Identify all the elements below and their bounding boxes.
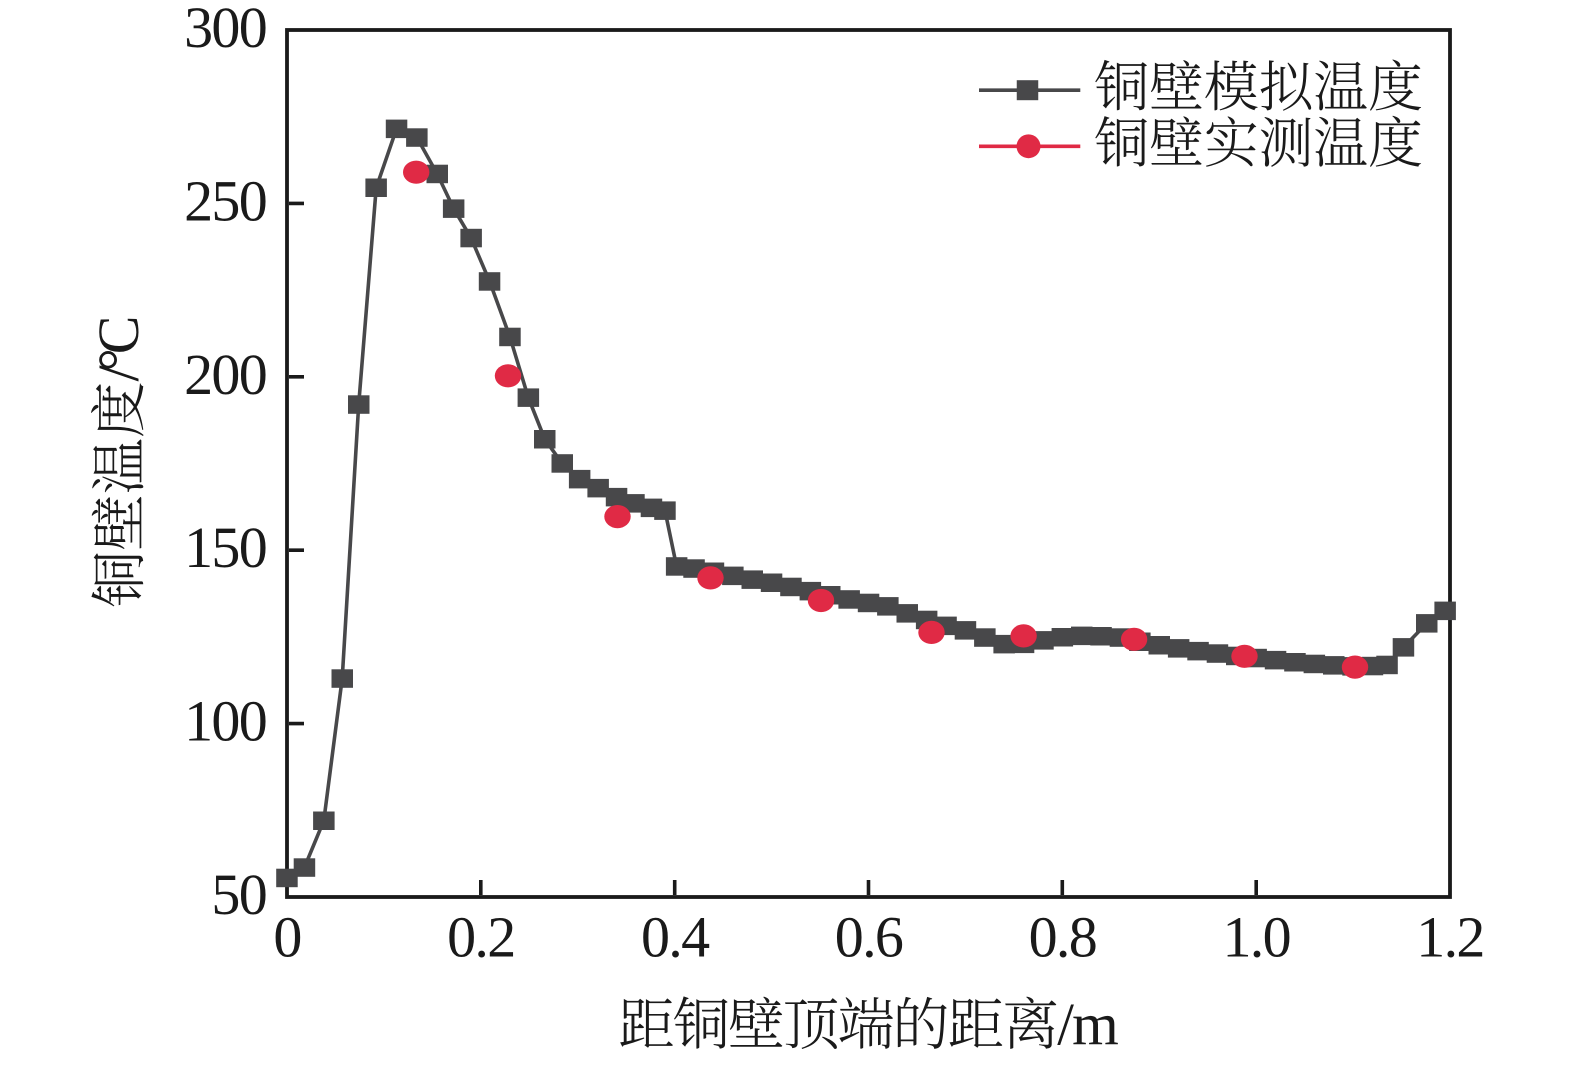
- svg-text:50: 50: [211, 862, 266, 927]
- svg-text:250: 250: [184, 168, 266, 233]
- svg-text:1.0: 1.0: [1222, 905, 1289, 970]
- svg-text:0.8: 0.8: [1029, 905, 1096, 970]
- svg-text:200: 200: [184, 342, 266, 407]
- svg-text:1.2: 1.2: [1416, 905, 1483, 970]
- svg-text:300: 300: [184, 0, 266, 60]
- svg-text:150: 150: [184, 515, 266, 580]
- svg-text:0.6: 0.6: [835, 905, 903, 970]
- svg-text:0.2: 0.2: [447, 905, 514, 970]
- svg-text:100: 100: [184, 689, 266, 754]
- svg-text:/°C: /°C: [86, 316, 151, 382]
- svg-text:/m: /m: [1057, 992, 1118, 1058]
- svg-text:0: 0: [273, 905, 300, 970]
- svg-text:0.4: 0.4: [641, 905, 710, 970]
